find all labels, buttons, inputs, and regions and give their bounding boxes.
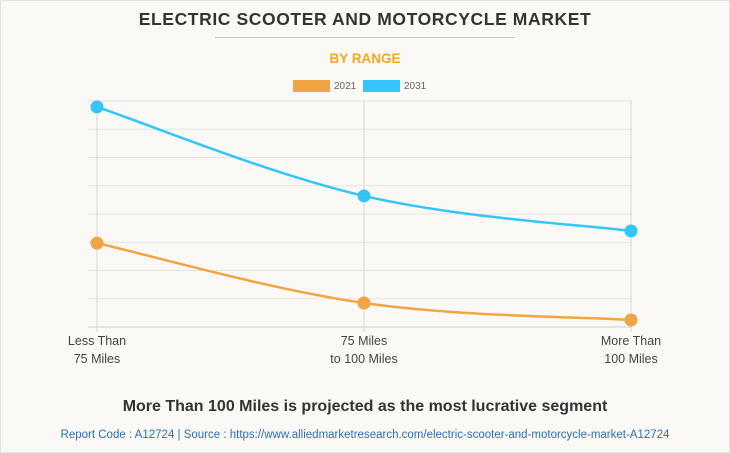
legend-item-2021[interactable]: 2021 [293, 80, 356, 92]
data-point-2031-2[interactable] [624, 224, 638, 238]
x-tick-label-line: 75 Miles [73, 352, 121, 366]
legend: 2021 2031 [0, 80, 730, 94]
grid [88, 100, 632, 332]
x-tick-label-line: 100 Miles [604, 352, 658, 366]
data-point-2021-0[interactable] [90, 236, 104, 250]
legend-swatch-2021 [293, 80, 330, 92]
chart-title: ELECTRIC SCOOTER AND MOTORCYCLE MARKET [138, 9, 592, 29]
x-tick-label-line: More Than [600, 334, 662, 348]
series-points [90, 100, 638, 327]
data-point-2021-1[interactable] [357, 296, 371, 310]
data-point-2021-2[interactable] [624, 313, 638, 327]
x-tick-label: 75 Miles to 100 Miles [304, 332, 424, 368]
legend-label-2021: 2021 [334, 80, 357, 92]
data-point-2031-0[interactable] [90, 100, 104, 114]
title-divider [215, 37, 515, 38]
x-tick-label: Less Than 75 Miles [37, 332, 157, 368]
legend-item-2031[interactable]: 2031 [363, 80, 426, 92]
x-tick-label-line: 75 Miles [340, 334, 388, 348]
chart-subtitle: BY RANGE [329, 51, 401, 66]
x-tick-label-line: Less Than [67, 334, 127, 348]
legend-swatch-2031 [363, 80, 400, 92]
x-tick-label-line: to 100 Miles [330, 352, 398, 366]
x-tick-label: More Than 100 Miles [571, 332, 691, 368]
legend-label-2031: 2031 [404, 80, 427, 92]
data-point-2031-1[interactable] [357, 189, 371, 203]
source-link[interactable]: Report Code : A12724 | Source : https://… [60, 429, 670, 441]
insight-text: More Than 100 Miles is projected as the … [122, 398, 608, 415]
